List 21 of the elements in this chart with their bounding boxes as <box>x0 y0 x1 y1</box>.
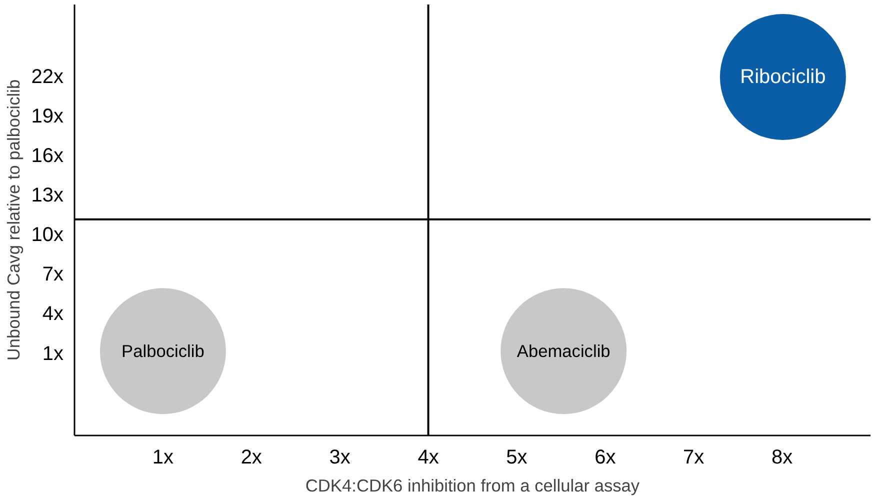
y-tick-label: 22x <box>31 66 64 88</box>
y-tick-label: 10x <box>31 224 64 246</box>
x-axis-title: CDK4:CDK6 inhibition from a cellular assay <box>305 476 640 496</box>
x-tick-label: 5x <box>506 446 528 468</box>
y-tick-label: 7x <box>42 264 64 286</box>
x-tick-label: 4x <box>418 446 439 468</box>
y-tick-label: 16x <box>31 145 64 168</box>
series-label: Abemaciclib <box>516 341 610 362</box>
x-tick-label: 6x <box>594 446 616 468</box>
y-tick-label: 4x <box>42 303 64 326</box>
x-tick-label: 3x <box>329 446 350 468</box>
series-label: Ribociclib <box>740 66 826 88</box>
x-tick-label: 8x <box>771 446 793 468</box>
series-label: Palbociclib <box>122 341 204 362</box>
y-tick-label: 1x <box>42 342 64 365</box>
y-tick-label: 19x <box>31 106 64 128</box>
y-axis-title: Unbound Cavg relative to palbociclib <box>3 79 24 361</box>
y-tick-label: 13x <box>31 184 64 207</box>
x-tick-label: 7x <box>683 446 704 468</box>
x-tick-label: 2x <box>240 446 262 468</box>
x-tick-label: 1x <box>152 446 174 468</box>
